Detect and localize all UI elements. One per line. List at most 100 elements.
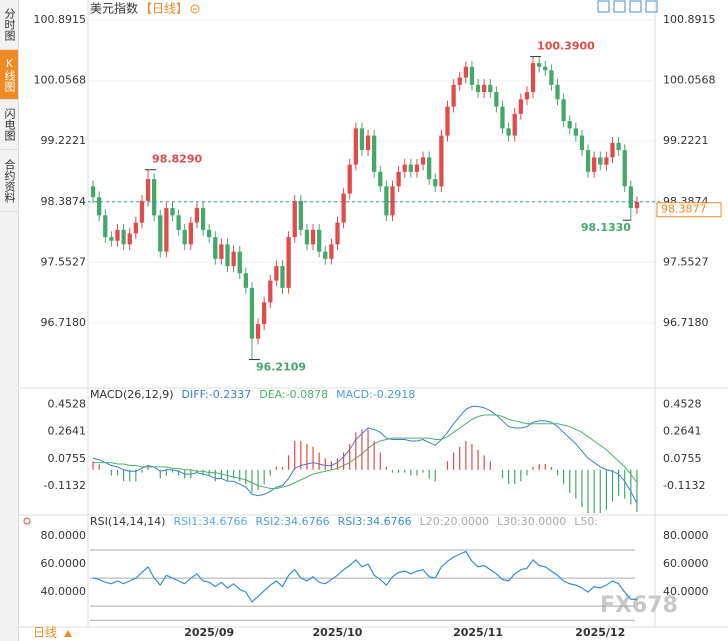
y-tick-label-right: 80.0000 (663, 529, 709, 542)
candle-body (194, 208, 200, 223)
zoom-in-button[interactable] (597, 0, 610, 13)
y-tick-label: 0.2641 (48, 425, 87, 438)
y-tick-label-right: -0.1132 (663, 479, 705, 492)
y-tick-label-right: 100.0568 (663, 74, 716, 87)
candle-body (341, 193, 346, 223)
legend-label: L30:30.0000 (497, 515, 566, 528)
chart-subtitle: 【日线】 (140, 2, 188, 16)
y-tick-label-right: 0.0755 (663, 452, 702, 465)
x-tick-label: 2025/12 (575, 626, 625, 639)
candle-body (610, 142, 615, 158)
candle-body (292, 200, 297, 238)
candle-body (152, 179, 157, 216)
candle-body (310, 229, 316, 245)
candle-body (359, 128, 365, 151)
candle-body (329, 244, 334, 259)
candle-body (243, 273, 248, 288)
candle-body (268, 280, 273, 303)
candle-body (482, 84, 487, 93)
candle-body (475, 84, 481, 93)
y-tick-label-right: 100.8915 (663, 13, 716, 26)
x-tick-label: 2025/10 (313, 626, 363, 639)
candle-body (390, 186, 395, 216)
candle-body (133, 222, 138, 234)
chart-title: 美元指数 (90, 1, 138, 16)
y-tick-label: 0.0755 (48, 452, 87, 465)
candle-body (365, 135, 371, 151)
x-tick-label: 2025/11 (453, 626, 503, 639)
y-tick-label: 40.0000 (41, 585, 87, 598)
tab[interactable]: 合约资料 (0, 150, 18, 212)
candle-body (280, 266, 285, 288)
legend-label: MACD:-0.2918 (336, 388, 415, 401)
candle-body (616, 142, 621, 151)
y-tick-label-right: 96.7180 (663, 316, 709, 329)
candle-body (457, 77, 462, 85)
candle-body (585, 150, 591, 172)
y-tick-label: 100.8915 (34, 13, 87, 26)
y-tick-label-right: 60.0000 (663, 557, 709, 570)
candle-body (121, 229, 126, 245)
candle-body (420, 157, 426, 165)
candle-body (573, 128, 578, 136)
legend-label: MACD(26,12,9) (90, 388, 174, 401)
candle-body (396, 171, 401, 187)
candle-body (286, 237, 291, 288)
legend-label: DEA:-0.0878 (259, 388, 328, 401)
x-tick-label: 2025/09 (184, 626, 234, 639)
candle-body (378, 171, 383, 187)
legend-label: RSI1:34.6766 (173, 515, 247, 528)
candle-body (488, 84, 493, 93)
candle-body (323, 251, 328, 259)
y-tick-label: 97.5527 (41, 255, 87, 268)
candle-body (439, 135, 444, 187)
candle-body (512, 113, 517, 136)
tab[interactable]: 分时图 (0, 0, 18, 50)
candle-body (561, 99, 566, 122)
remove-icon[interactable] (190, 4, 200, 14)
candle-body (463, 66, 468, 78)
period-arrow[interactable] (64, 630, 72, 637)
y-tick-label: -0.1132 (44, 479, 86, 492)
y-tick-label-right: 0.2641 (663, 425, 702, 438)
candle-body (408, 164, 413, 172)
move-right-button[interactable] (645, 0, 658, 13)
y-tick-label: 60.0000 (41, 557, 87, 570)
candle-body (213, 237, 218, 259)
candle-body (555, 84, 560, 100)
extreme-label: 96.2109 (256, 361, 306, 374)
candle-body (604, 157, 609, 165)
candle-body (567, 121, 572, 129)
candle-body (262, 302, 267, 325)
candle-body (598, 157, 603, 165)
settings-icon[interactable] (23, 517, 31, 525)
candle-body (207, 229, 212, 238)
candle-body (304, 229, 310, 245)
candle-body (225, 244, 230, 267)
period-tab[interactable]: 日线 (33, 626, 57, 640)
tab[interactable]: 闪电图 (0, 100, 18, 150)
candle-body (335, 222, 340, 245)
last-price-tag (656, 202, 722, 218)
candle-body (506, 128, 511, 136)
y-tick-label: 99.2221 (41, 134, 87, 147)
y-tick-label-right: 40.0000 (663, 585, 709, 598)
candle-body (494, 92, 499, 107)
candle-body (592, 157, 597, 172)
candle-body (237, 251, 242, 274)
candle-body (103, 215, 108, 238)
zoom-out-button[interactable] (613, 0, 626, 13)
candle-body (298, 200, 303, 230)
y-tick-label-right: 97.5527 (663, 255, 709, 268)
tab[interactable]: K线图 (0, 50, 18, 100)
candle-body (402, 164, 407, 172)
watermark: FX678 (600, 593, 678, 618)
legend-label: RSI2:34.6766 (256, 515, 330, 528)
candle-body (188, 222, 193, 245)
candle-body (139, 200, 145, 223)
move-left-button[interactable] (629, 0, 642, 13)
candle-body (537, 63, 542, 67)
candle-body (524, 92, 530, 100)
